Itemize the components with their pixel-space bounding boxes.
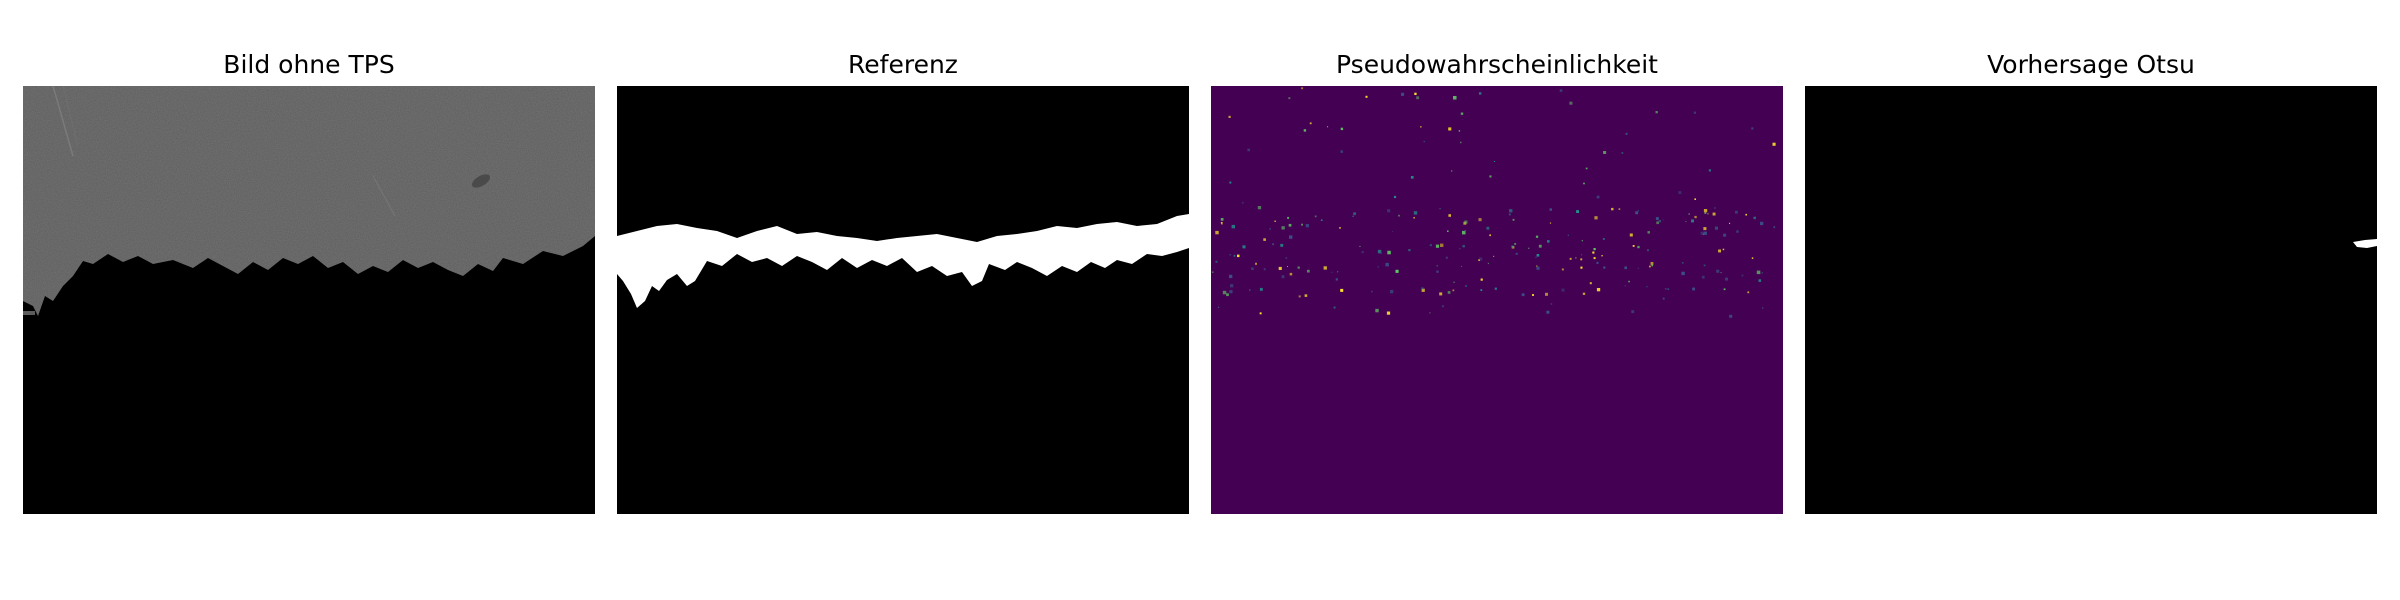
probability-specks bbox=[1211, 87, 1776, 318]
pseudoprobability-map bbox=[1211, 86, 1783, 514]
reference-mask bbox=[617, 86, 1189, 514]
panel-title-reference: Referenz bbox=[848, 50, 958, 79]
panel-title-pseudoprobability: Pseudowahrscheinlichkeit bbox=[1336, 50, 1658, 79]
sem-image bbox=[23, 86, 595, 514]
panel-title-sem: Bild ohne TPS bbox=[223, 50, 395, 79]
otsu-prediction bbox=[1805, 86, 2377, 514]
panel-title-otsu: Vorhersage Otsu bbox=[1987, 50, 2195, 79]
